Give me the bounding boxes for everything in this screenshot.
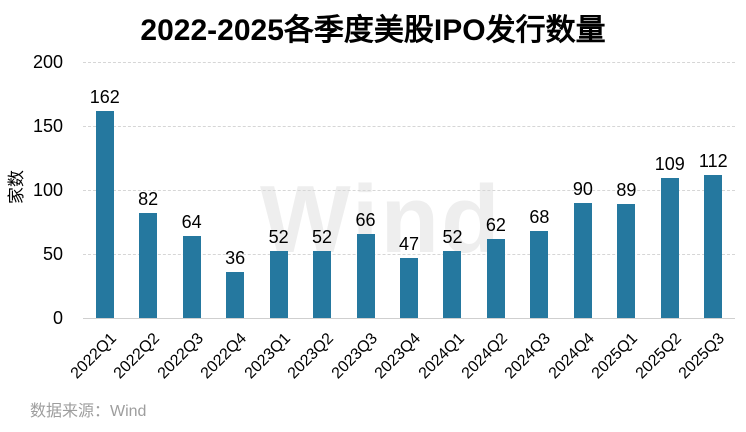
- data-source-caption: 数据来源：Wind: [30, 403, 147, 420]
- value-label-2023Q2: 52: [312, 227, 333, 248]
- bar-2022Q3: [182, 236, 201, 318]
- x-tick-2022Q1: 2022Q1: [67, 330, 120, 383]
- bar-2022Q2: [139, 213, 158, 318]
- y-tick-100: 100: [32, 180, 63, 200]
- bar-2023Q4: [400, 257, 418, 318]
- bar-2024Q3: [530, 230, 549, 318]
- x-tick-2023Q4: 2023Q4: [371, 330, 425, 383]
- bar-2022Q4: [226, 271, 245, 318]
- bar-2023Q1: [269, 251, 288, 318]
- value-label-2023Q3: 66: [355, 209, 376, 230]
- gridline-150: [83, 126, 735, 127]
- y-tick-0: 0: [52, 308, 63, 328]
- x-tick-2025Q1: 2025Q1: [589, 330, 642, 383]
- x-axis-line: [83, 318, 735, 319]
- value-label-2022Q4: 36: [225, 247, 246, 268]
- x-tick-2025Q3: 2025Q3: [676, 330, 729, 383]
- bar-2025Q3: [704, 174, 723, 318]
- x-tick-2024Q2: 2024Q2: [458, 330, 511, 383]
- x-tick-2023Q3: 2023Q3: [328, 330, 381, 383]
- y-tick-200: 200: [32, 52, 63, 72]
- value-label-2023Q1: 52: [268, 227, 289, 248]
- value-label-2024Q4: 90: [572, 178, 593, 199]
- x-tick-2022Q2: 2022Q2: [110, 330, 164, 383]
- chart-title: 2022-2025各季度美股IPO发行数量: [140, 14, 606, 47]
- value-label-2022Q1: 162: [89, 86, 120, 107]
- value-label-2024Q3: 68: [529, 206, 550, 227]
- value-label-2025Q2: 109: [654, 154, 685, 175]
- bar-2024Q1: [443, 251, 462, 318]
- x-tick-2022Q3: 2022Q3: [154, 330, 207, 383]
- value-label-2023Q4: 47: [398, 233, 420, 254]
- x-tick-2022Q4: 2022Q4: [197, 330, 251, 383]
- value-label-2022Q2: 82: [138, 189, 159, 210]
- x-tick-2024Q4: 2024Q4: [545, 330, 598, 383]
- bar-2024Q4: [573, 202, 592, 318]
- bar-2022Q1: [95, 110, 114, 318]
- y-tick-50: 50: [42, 244, 63, 264]
- x-tick-2025Q2: 2025Q2: [632, 330, 685, 383]
- x-tick-2024Q1: 2024Q1: [415, 330, 468, 383]
- value-label-2025Q1: 89: [616, 180, 637, 201]
- x-tick-2023Q2: 2023Q2: [284, 330, 338, 383]
- bar-2024Q2: [486, 238, 505, 318]
- value-label-2025Q3: 112: [698, 150, 728, 171]
- gridline-200: [83, 62, 735, 63]
- bar-2023Q2: [313, 251, 332, 318]
- gridline-100: [83, 190, 735, 191]
- gridline-50: [83, 254, 735, 255]
- bar-2025Q2: [660, 178, 679, 318]
- y-tick-150: 150: [32, 116, 63, 136]
- bar-2023Q3: [356, 233, 375, 318]
- value-label-2022Q3: 64: [181, 212, 202, 233]
- x-tick-2024Q3: 2024Q3: [502, 330, 555, 383]
- bar-2025Q1: [617, 204, 636, 318]
- x-tick-2023Q1: 2023Q1: [241, 330, 294, 383]
- value-label-2024Q2: 62: [485, 214, 506, 235]
- value-label-2024Q1: 52: [442, 227, 463, 248]
